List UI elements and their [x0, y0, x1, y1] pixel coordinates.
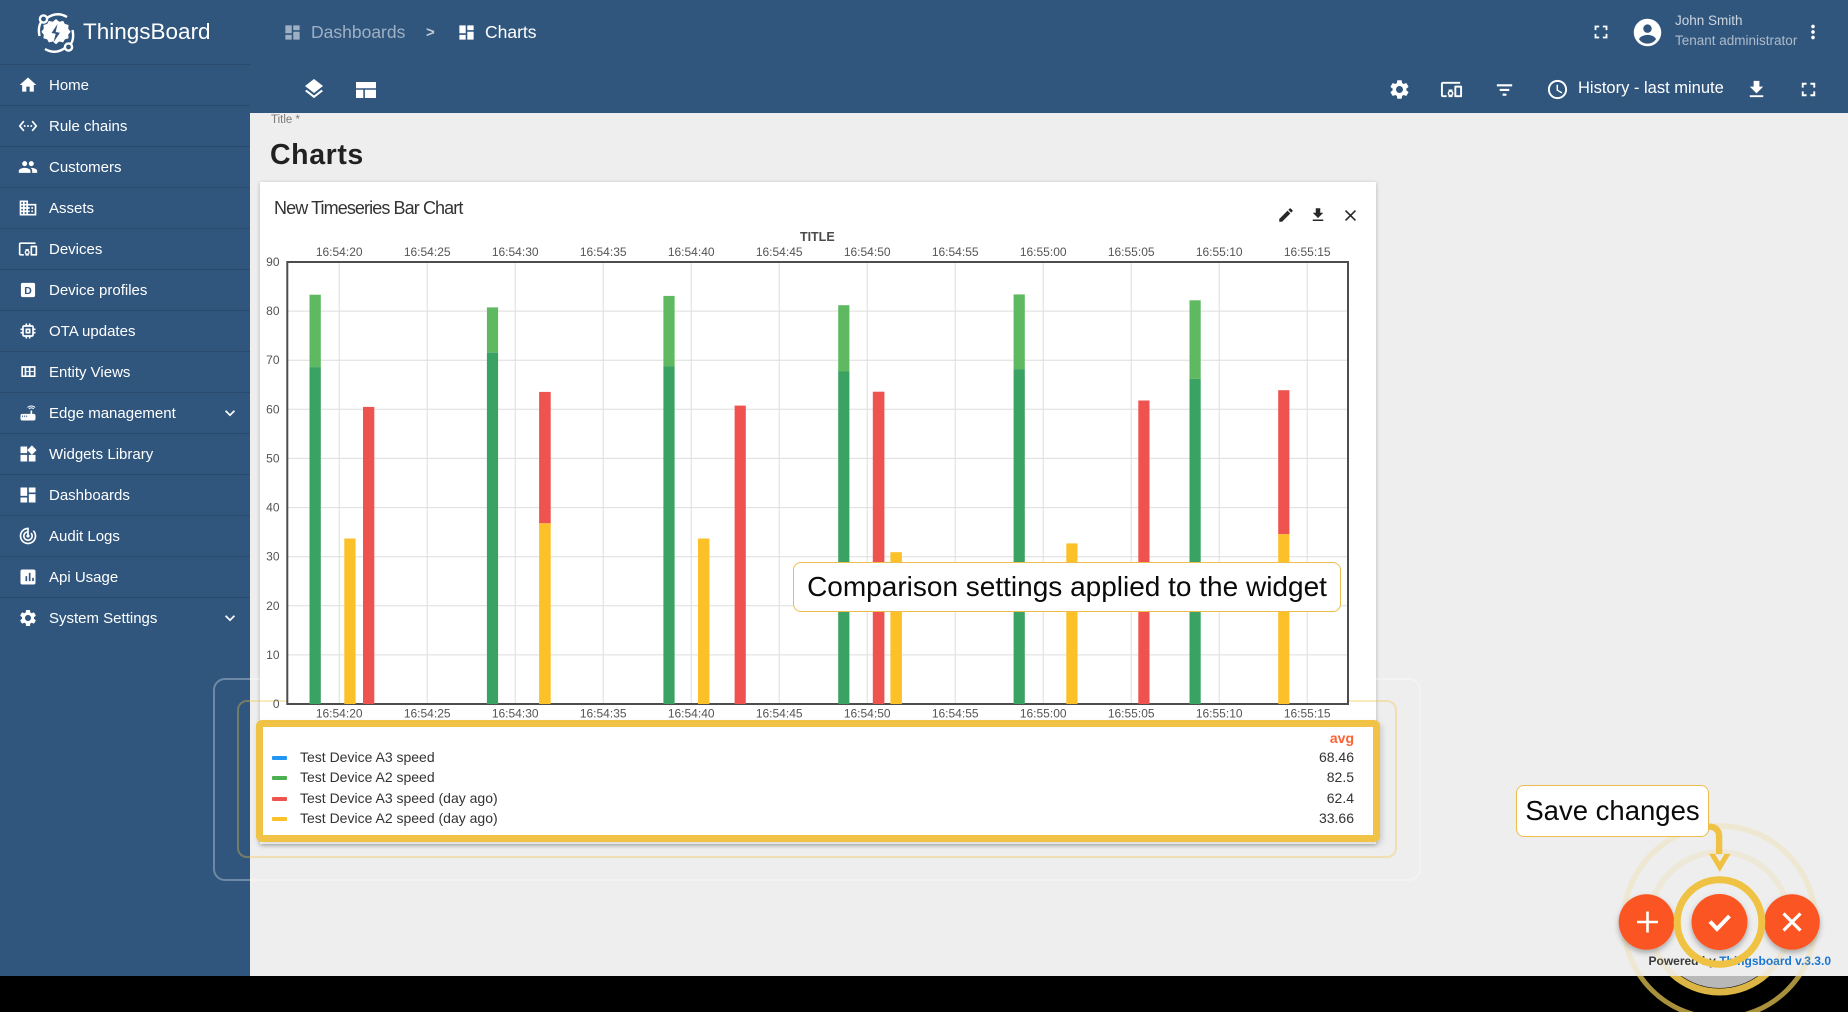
svg-text:16:55:00: 16:55:00 [1020, 707, 1067, 721]
svg-text:40: 40 [266, 501, 280, 515]
svg-text:30: 30 [266, 550, 280, 564]
svg-text:16:54:30: 16:54:30 [492, 707, 539, 721]
svg-text:50: 50 [266, 451, 280, 465]
svg-text:TITLE: TITLE [800, 230, 835, 244]
svg-text:10: 10 [266, 648, 280, 662]
svg-text:16:55:15: 16:55:15 [1284, 245, 1331, 259]
svg-text:D: D [24, 286, 32, 297]
svg-text:80: 80 [266, 304, 280, 318]
svg-text:16:54:30: 16:54:30 [492, 245, 539, 259]
svg-text:16:54:35: 16:54:35 [580, 245, 627, 259]
svg-text:16:55:05: 16:55:05 [1108, 707, 1155, 721]
svg-text:16:54:35: 16:54:35 [580, 707, 627, 721]
svg-text:16:54:25: 16:54:25 [404, 245, 451, 259]
svg-text:16:55:10: 16:55:10 [1196, 245, 1243, 259]
svg-text:16:54:50: 16:54:50 [844, 707, 891, 721]
svg-text:0: 0 [273, 697, 280, 711]
svg-text:70: 70 [266, 353, 280, 367]
svg-text:16:54:45: 16:54:45 [756, 707, 803, 721]
svg-text:16:55:10: 16:55:10 [1196, 707, 1243, 721]
svg-text:16:54:50: 16:54:50 [844, 245, 891, 259]
svg-text:16:54:40: 16:54:40 [668, 245, 715, 259]
svg-text:16:54:55: 16:54:55 [932, 707, 979, 721]
svg-text:16:55:00: 16:55:00 [1020, 245, 1067, 259]
svg-text:16:54:45: 16:54:45 [756, 245, 803, 259]
svg-text:16:54:40: 16:54:40 [668, 707, 715, 721]
svg-text:16:54:55: 16:54:55 [932, 245, 979, 259]
svg-text:16:54:25: 16:54:25 [404, 707, 451, 721]
svg-text:16:55:05: 16:55:05 [1108, 245, 1155, 259]
svg-text:90: 90 [266, 255, 280, 269]
svg-text:60: 60 [266, 402, 280, 416]
svg-text:16:55:15: 16:55:15 [1284, 707, 1331, 721]
svg-text:16:54:20: 16:54:20 [316, 245, 363, 259]
svg-text:16:54:20: 16:54:20 [316, 707, 363, 721]
svg-text:20: 20 [266, 599, 280, 613]
